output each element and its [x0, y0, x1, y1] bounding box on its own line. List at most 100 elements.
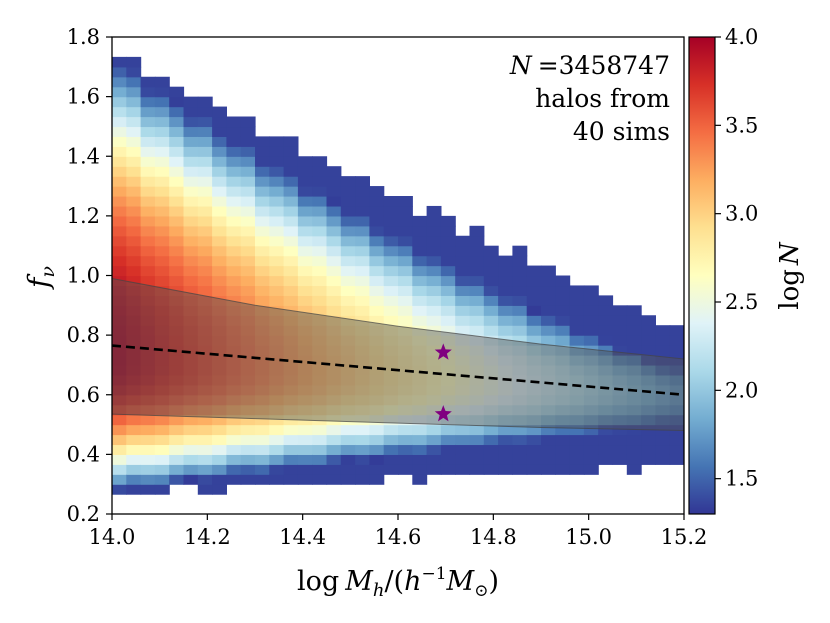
heatmap-cell [555, 424, 571, 436]
heatmap-cell [126, 205, 142, 217]
heatmap-cell [297, 215, 313, 227]
heatmap-cell [455, 265, 471, 277]
heatmap-cell [512, 345, 528, 356]
heatmap-cell [326, 474, 342, 485]
heatmap-cell [283, 374, 299, 386]
heatmap-cell [412, 265, 428, 277]
heatmap-cell [369, 215, 385, 227]
heatmap-cell [312, 295, 328, 306]
heatmap-cell [126, 474, 142, 485]
heatmap-cell [269, 196, 285, 207]
y-tick-label: 0.6 [67, 383, 100, 407]
heatmap-cell [255, 404, 270, 416]
heatmap-cell [412, 434, 428, 446]
heatmap-cell [398, 245, 413, 257]
heatmap-cell [641, 414, 656, 426]
heatmap-cell [169, 325, 185, 336]
y-tick-label: 1.0 [67, 264, 100, 288]
heatmap-cell [612, 364, 628, 376]
heatmap-cell [498, 364, 513, 376]
heatmap-cell [398, 235, 413, 247]
heatmap-cell [583, 285, 599, 296]
heatmap-cell [126, 484, 142, 495]
heatmap-cell [126, 315, 142, 326]
heatmap-cell [169, 106, 185, 118]
heatmap-cell [312, 315, 328, 326]
heatmap-cell [383, 245, 399, 257]
heatmap-cell [469, 235, 485, 247]
heatmap-cell [297, 335, 313, 346]
heatmap-cell [297, 245, 313, 257]
heatmap-cell [440, 434, 456, 446]
heatmap-cell [469, 305, 485, 316]
heatmap-cell [212, 335, 227, 346]
heatmap-cell [240, 186, 256, 197]
heatmap-cell [469, 285, 485, 296]
heatmap-cell [569, 305, 585, 316]
heatmap-cell [469, 245, 485, 257]
heatmap-cell [483, 434, 499, 446]
heatmap-cell [140, 474, 156, 485]
heatmap-cell [426, 355, 442, 366]
heatmap-cell [612, 404, 628, 416]
heatmap-cell [526, 275, 542, 287]
heatmap-cell [197, 384, 213, 396]
heatmap-cell [197, 116, 213, 128]
heatmap-cell [426, 215, 442, 227]
heatmap-cell [226, 404, 242, 416]
heatmap-cell [541, 325, 556, 336]
heatmap-cell [183, 345, 199, 356]
heatmap-cell [641, 315, 656, 326]
heatmap-cell [169, 136, 185, 147]
heatmap-cell [255, 394, 270, 406]
heatmap-cell [226, 265, 242, 277]
heatmap-cell [197, 404, 213, 416]
heatmap-cell [555, 404, 571, 416]
heatmap-cell [312, 454, 328, 465]
heatmap-cell [326, 186, 342, 197]
heatmap-cell [283, 384, 299, 396]
heatmap-cell [455, 454, 471, 465]
heatmap-cell [240, 414, 256, 426]
heatmap-cell [240, 116, 256, 128]
heatmap-cell [583, 454, 599, 465]
heatmap-cell [612, 345, 628, 356]
heatmap-cell [355, 295, 370, 306]
heatmap-cell [383, 374, 399, 386]
heatmap-cell [512, 245, 528, 257]
heatmap-cell [455, 305, 471, 316]
heatmap-cell [226, 325, 242, 336]
heatmap-cell [383, 414, 399, 426]
heatmap-cell [169, 265, 185, 277]
heatmap-cell [440, 364, 456, 376]
heatmap-cell [612, 355, 628, 366]
heatmap-cell [541, 384, 556, 396]
heatmap-cell [183, 474, 199, 485]
heatmap-cell [355, 394, 370, 406]
heatmap-cell [140, 315, 156, 326]
heatmap-cell [112, 325, 127, 336]
heatmap-cell [541, 414, 556, 426]
heatmap-cell [398, 424, 413, 436]
heatmap-cell [626, 444, 642, 455]
heatmap-cell [283, 474, 299, 485]
heatmap-cell [297, 275, 313, 287]
heatmap-cell [555, 335, 571, 346]
y-tick-label: 1.4 [67, 144, 100, 168]
heatmap-cell [440, 464, 456, 475]
heatmap-cell [169, 464, 185, 475]
heatmap-cell [112, 156, 127, 167]
heatmap-cell [255, 305, 270, 316]
heatmap-cell [154, 355, 170, 366]
heatmap-cell [598, 364, 614, 376]
heatmap-cell [369, 235, 385, 247]
heatmap-cell [626, 414, 642, 426]
heatmap-cell [426, 464, 442, 475]
heatmap-cell [112, 136, 127, 147]
heatmap-cell [669, 335, 684, 346]
heatmap-cell [641, 444, 656, 455]
heatmap-cell [140, 156, 156, 167]
heatmap-cell [541, 345, 556, 356]
heatmap-cell [555, 285, 571, 296]
heatmap-cell [283, 444, 299, 455]
